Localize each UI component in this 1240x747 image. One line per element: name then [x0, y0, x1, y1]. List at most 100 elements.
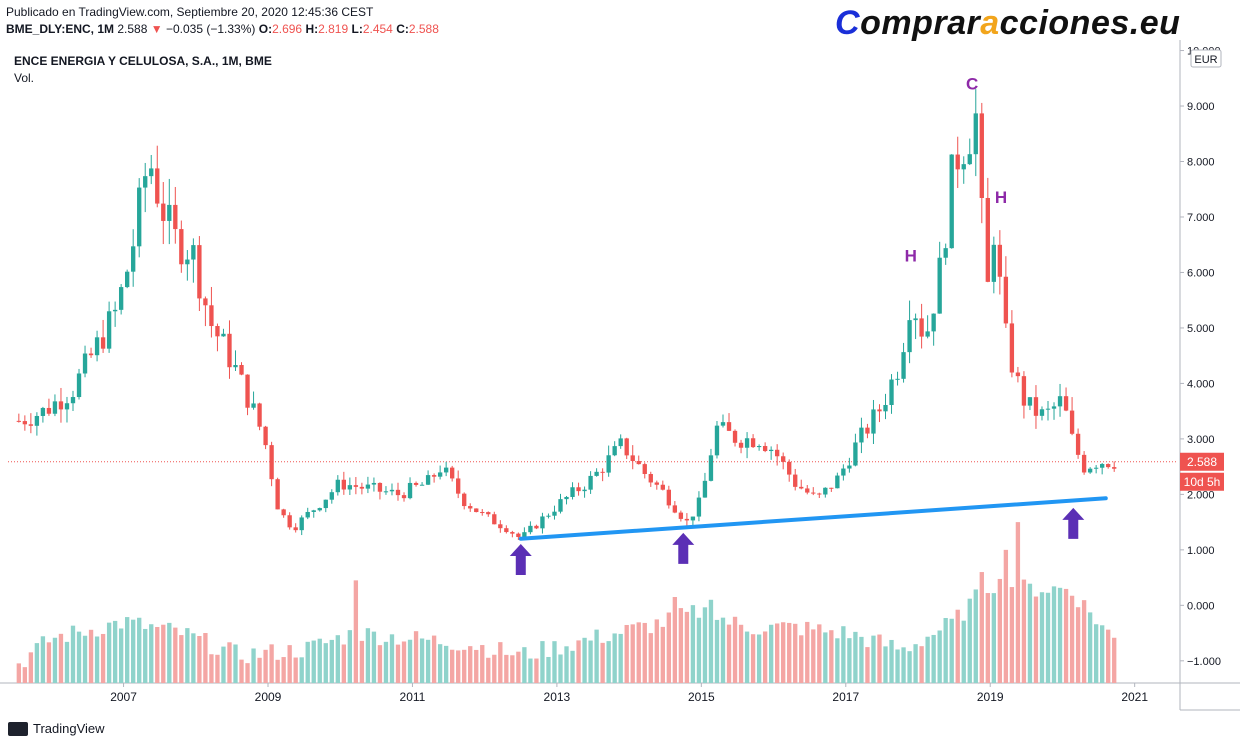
candle-body — [750, 438, 756, 448]
candle-body — [149, 168, 154, 177]
candle-body — [540, 516, 545, 529]
volume-bar — [636, 622, 641, 683]
footer-brand[interactable]: TradingView — [8, 721, 105, 736]
candle-body — [600, 471, 605, 473]
volume-bar — [22, 667, 28, 683]
candle-body — [82, 353, 88, 374]
volume-bar — [431, 635, 437, 683]
candle-body — [118, 287, 124, 310]
volume-bar — [847, 638, 852, 683]
candle-body — [474, 508, 479, 513]
candle-body — [88, 353, 94, 356]
candle-body — [480, 512, 485, 514]
x-tick-label: 2013 — [544, 690, 571, 704]
candle-body — [1087, 468, 1093, 473]
y-tick-label: 1.000 — [1187, 545, 1215, 557]
candle-body — [973, 113, 978, 155]
volume-bar — [1051, 586, 1057, 683]
candle-body — [877, 409, 882, 412]
chart-title: ENCE ENERGIA Y CELULOSA, S.A., 1M, BME — [14, 54, 272, 68]
price-change: −0.035 (−1.33%) — [165, 22, 256, 36]
volume-bar — [630, 624, 635, 683]
candle-body — [823, 487, 828, 495]
volume-bar — [112, 620, 118, 683]
candle-body — [389, 489, 395, 492]
candle-body — [317, 508, 322, 511]
candle-body — [263, 426, 268, 446]
volume-bar — [504, 654, 509, 683]
candle-body — [853, 442, 858, 466]
candle-body — [799, 486, 804, 489]
volume-bar — [46, 642, 52, 683]
volume-bar — [365, 628, 371, 683]
y-tick-label: −1.000 — [1187, 656, 1221, 668]
candle-body — [167, 204, 172, 221]
candle-body — [1069, 410, 1075, 434]
candle-body — [883, 404, 888, 412]
candle-body — [16, 420, 21, 422]
candle-body — [1039, 409, 1045, 416]
tradingview-logo-icon — [8, 721, 28, 736]
volume-bar — [606, 641, 611, 683]
volume-bar — [943, 617, 948, 683]
volume-bar — [534, 658, 539, 683]
volume-bar — [823, 632, 828, 683]
volume-bar — [708, 599, 714, 683]
candle-body — [642, 464, 647, 475]
volume-bar — [985, 593, 990, 683]
candle-body — [233, 365, 238, 368]
candle-body — [215, 326, 220, 337]
pattern-label: H — [905, 246, 917, 265]
volume-bar — [227, 642, 232, 683]
candle-body — [1112, 467, 1117, 469]
y-tick-label: 2.000 — [1187, 489, 1215, 501]
volume-bar — [576, 640, 581, 683]
volume-bar — [582, 637, 587, 683]
volume-bar — [70, 625, 76, 683]
x-tick-label: 2017 — [832, 690, 859, 704]
volume-bar — [293, 657, 298, 683]
volume-bar — [143, 628, 148, 683]
volume-bar — [732, 616, 738, 683]
volume-bar — [419, 638, 425, 683]
candle-body — [546, 515, 551, 517]
volume-bar — [612, 633, 617, 683]
volume-bar — [323, 643, 328, 683]
candle-body — [738, 442, 744, 448]
high-label: H: — [305, 22, 319, 36]
candle-body — [22, 421, 28, 425]
volume-bar — [594, 629, 599, 683]
candle-body — [907, 320, 912, 353]
candle-body — [1027, 397, 1033, 406]
candle-body — [64, 403, 70, 410]
volume-bar — [389, 634, 395, 683]
candle-body — [287, 515, 292, 528]
volume-bar — [654, 619, 659, 683]
volume-bar — [341, 644, 346, 683]
candle-body — [744, 438, 750, 448]
candle-body — [901, 352, 906, 379]
candle-body — [793, 474, 798, 487]
candle-body — [504, 528, 509, 533]
volume-bar — [787, 622, 792, 683]
volume-bar — [173, 627, 178, 683]
volume-bar — [799, 635, 804, 683]
candle-body — [203, 298, 208, 306]
volume-bar — [395, 644, 401, 683]
candle-body — [919, 318, 924, 337]
volume-bar — [624, 624, 629, 683]
candle-body — [468, 506, 473, 509]
candle-body — [787, 461, 792, 475]
volume-bar — [1003, 549, 1009, 683]
volume-bar — [155, 626, 160, 683]
volume-bar — [443, 645, 449, 683]
volume-bar — [287, 645, 292, 683]
volume-bar — [353, 580, 359, 683]
candle-body — [997, 244, 1003, 277]
y-tick-label: 8.000 — [1187, 157, 1215, 169]
volume-bar — [889, 639, 894, 683]
volume-bar — [275, 659, 280, 683]
candle-body — [943, 248, 948, 258]
volume-bar — [726, 624, 732, 683]
